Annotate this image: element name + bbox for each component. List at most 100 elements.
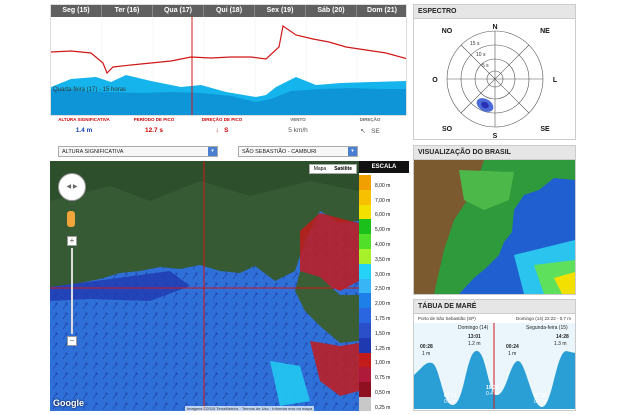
scale-label: 6,00 m <box>375 212 391 219</box>
dir-o: O <box>432 77 438 84</box>
tide-day2: Segunda-feira (15) <box>526 325 568 331</box>
scale-swatch <box>359 323 371 338</box>
tide-port: Porto de São Sebastião (SP) <box>418 316 476 321</box>
scale-legend: ESCALA 8,00 m 7,00 m 6,00 m 5,00 m 4,00 m 3,5… <box>359 161 409 411</box>
peak-line <box>51 24 406 75</box>
forecast-graph[interactable]: Seg (15) Ter (16) Qua (17) Qui (18) Sex … <box>50 4 407 116</box>
day-header: Seg (15) Ter (16) Qua (17) Qui (18) Sex … <box>51 5 406 17</box>
day-tab[interactable]: Qui (18) <box>204 5 255 17</box>
ring-10s: 10 s <box>476 52 486 58</box>
scale-label: 2,00 m <box>375 301 391 308</box>
scale-label: 1,75 m <box>375 316 391 322</box>
tide-high-height: 1 m <box>508 351 516 357</box>
scale-swatch <box>359 263 371 279</box>
day-tab[interactable]: Qua (17) <box>153 5 204 17</box>
stat-period: PERÍODO DE PICO 12.7 s <box>124 117 184 134</box>
scale-label: 8,00 m <box>375 182 391 189</box>
day-tab[interactable]: Seg (15) <box>51 5 102 17</box>
scale-label: 2,50 m <box>375 286 391 293</box>
wave-map[interactable]: Mapa Satélite ◀ ▶ + − Google Imagens ©20… <box>50 161 409 411</box>
scale-swatch <box>359 234 371 249</box>
scale-swatch <box>359 189 371 205</box>
stat-title: PERÍODO DE PICO <box>133 117 175 122</box>
stat-wind-direction: DIREÇÃO ↖ SE <box>340 117 400 135</box>
scale-swatch <box>359 382 371 397</box>
pegman-icon[interactable] <box>67 211 75 227</box>
scale-label: 1,25 m <box>375 345 391 352</box>
scale-swatch <box>359 352 371 368</box>
map-type-map[interactable]: Mapa <box>313 166 327 172</box>
stat-title: VENTO <box>290 117 306 122</box>
scale-swatch <box>359 308 371 323</box>
tide-high-time: 00:28 <box>420 344 433 350</box>
spectrum-panel: ESPECTRO N NE L SE S SO O NO 15 s 10 s <box>413 4 576 140</box>
dir-l: L <box>553 77 558 84</box>
scale-label: 0,25 m <box>375 404 391 411</box>
tide-title: TÁBUA DE MARÉ <box>414 300 575 314</box>
tide-low-time: 19:38 <box>486 385 499 391</box>
dir-ne: NE <box>540 28 550 35</box>
map-image <box>50 161 359 411</box>
scale-label: 5,00 m <box>375 227 391 234</box>
map-type-satellite[interactable]: Satélite <box>334 166 352 172</box>
tide-day1: Domingo (14) <box>458 325 489 331</box>
stat-title: ALTURA SIGNIFICATIVA <box>58 117 110 122</box>
tide-panel: TÁBUA DE MARÉ Porto de São Sebastião (SP… <box>413 299 576 411</box>
scale-swatch <box>359 367 371 383</box>
chevron-down-icon: ▾ <box>348 147 357 156</box>
tide-low-height: 0.1 m <box>534 399 547 405</box>
tide-high-height: 1.3 m <box>554 341 567 347</box>
tide-high-time: 13:01 <box>468 334 481 340</box>
pan-control[interactable]: ◀ ▶ <box>58 173 86 201</box>
location-select[interactable]: SÃO SEBASTIÃO - CAMBURI ▾ <box>238 146 358 157</box>
island <box>295 271 359 343</box>
tide-low-height: 0.1 m <box>444 399 457 405</box>
scale-swatch <box>359 397 371 411</box>
scale-label: 0,50 m <box>375 390 391 396</box>
scale-label: 1,00 m <box>375 360 391 367</box>
scale-label: 0,75 m <box>375 375 391 382</box>
spectrum-title: ESPECTRO <box>414 5 575 19</box>
scale-label: 4,00 m <box>375 242 391 248</box>
stats-row: ALTURA SIGNIFICATIVA 1.4 m PERÍODO DE PI… <box>50 117 407 139</box>
tide-chart: Domingo (14) Segunda-feira (15) 00:28 1 … <box>414 323 575 409</box>
scale-title: ESCALA <box>359 161 409 173</box>
height-area <box>51 88 406 115</box>
arrow-icon: ↖ <box>360 128 366 135</box>
google-logo: Google <box>53 398 84 408</box>
day-tab[interactable]: Sex (19) <box>255 5 306 17</box>
scale-swatch <box>359 293 371 309</box>
stat-title: DIREÇÃO <box>359 117 381 122</box>
zoom-in-button[interactable]: + <box>67 236 77 246</box>
brazil-map[interactable] <box>414 160 575 294</box>
location-select-value: SÃO SEBASTIÃO - CAMBURI <box>242 149 317 155</box>
stat-direction: DIREÇÃO DE PICO ↓ S <box>192 117 252 134</box>
brazil-title: VISUALIZAÇÃO DO BRASIL <box>414 146 575 160</box>
scale-swatch <box>359 278 371 294</box>
scale-label: 1,50 m <box>375 330 391 337</box>
scale-label: 3,00 m <box>375 271 391 278</box>
layer-select[interactable]: ALTURA SIGNIFICATIVA ▾ <box>58 146 218 157</box>
scale-swatch <box>359 249 371 264</box>
zoom-slider[interactable] <box>71 248 73 334</box>
zoom-out-button[interactable]: − <box>67 336 77 346</box>
scale-label: 3,50 m <box>375 256 391 263</box>
selected-time-label: Quarta-feira (17) - 15 horas <box>53 87 127 93</box>
brazil-panel: VISUALIZAÇÃO DO BRASIL <box>413 145 576 295</box>
tide-low-time: 07:11 <box>444 393 457 399</box>
day-tab[interactable]: Dom (21) <box>357 5 406 17</box>
map-attribution[interactable]: Imagens ©2015 TerraMetrics · Termos de U… <box>185 406 315 411</box>
tide-now: Domingo (14) 22:22 - 0,7 m <box>515 316 571 321</box>
day-tab[interactable]: Ter (16) <box>102 5 153 17</box>
stat-value: S <box>224 127 229 134</box>
scale-swatch <box>359 219 371 235</box>
dir-n: N <box>492 24 497 31</box>
dir-so: SO <box>442 126 453 133</box>
dir-no: NO <box>442 28 453 35</box>
scale-swatch <box>359 204 371 220</box>
ring-15s: 15 s <box>470 41 480 47</box>
stat-title: DIREÇÃO DE PICO <box>201 117 243 122</box>
day-tab[interactable]: Sáb (20) <box>306 5 357 17</box>
scale-label: 7,00 m <box>375 197 391 204</box>
